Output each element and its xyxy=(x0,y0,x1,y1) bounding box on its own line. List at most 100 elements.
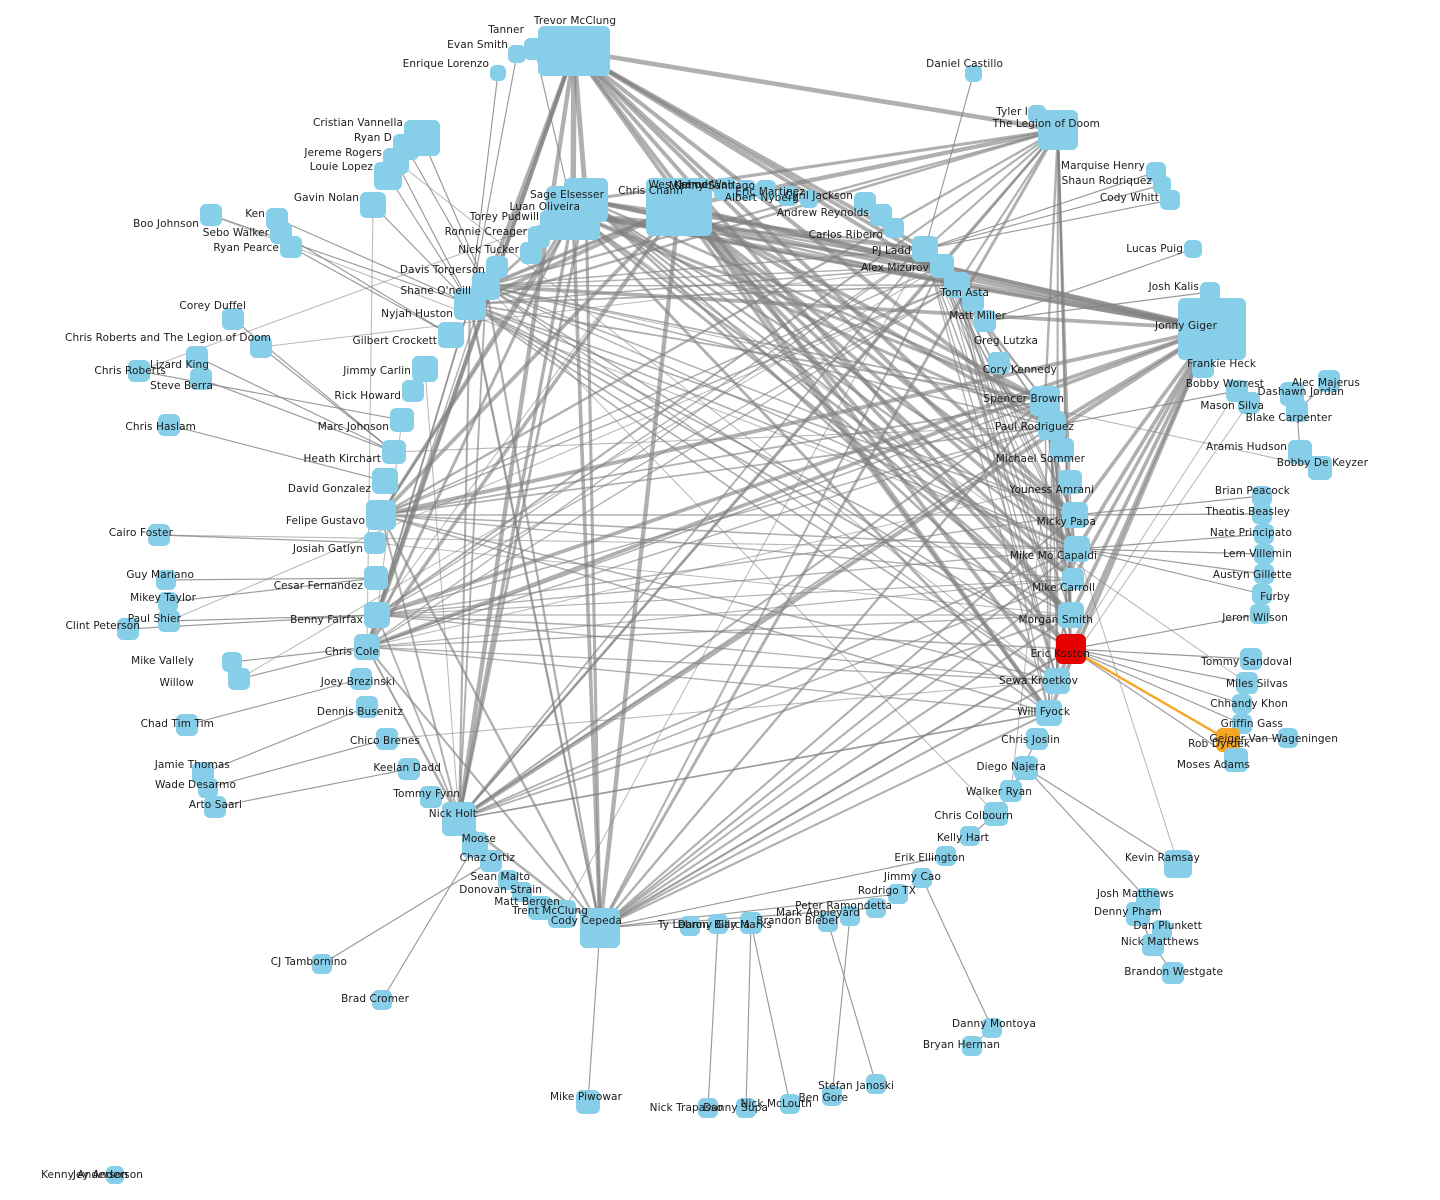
graph-node[interactable] xyxy=(1153,176,1171,194)
graph-node[interactable] xyxy=(1044,668,1070,694)
graph-node[interactable] xyxy=(1184,240,1202,258)
graph-node[interactable] xyxy=(1126,902,1150,926)
graph-node[interactable] xyxy=(364,602,390,628)
graph-node[interactable] xyxy=(420,786,442,808)
graph-node[interactable] xyxy=(1286,400,1308,422)
graph-node[interactable] xyxy=(1278,728,1298,748)
graph-node[interactable] xyxy=(1062,502,1088,528)
graph-node[interactable] xyxy=(1236,672,1258,694)
graph-node[interactable] xyxy=(360,192,386,218)
graph-node[interactable] xyxy=(962,290,984,312)
graph-node[interactable] xyxy=(714,178,736,200)
graph-node[interactable] xyxy=(186,346,208,368)
graph-node[interactable] xyxy=(1038,110,1078,150)
graph-node[interactable] xyxy=(840,906,860,926)
graph-node[interactable] xyxy=(1318,370,1340,392)
graph-node[interactable] xyxy=(508,45,526,63)
graph-node[interactable] xyxy=(438,322,464,348)
graph-node[interactable] xyxy=(1254,524,1274,544)
graph-node[interactable] xyxy=(1200,282,1220,302)
graph-node[interactable] xyxy=(1030,386,1060,416)
graph-node[interactable] xyxy=(1036,700,1062,726)
graph-node[interactable] xyxy=(778,186,798,206)
graph-node[interactable] xyxy=(756,180,776,200)
graph-node[interactable] xyxy=(1252,504,1272,524)
graph-node[interactable] xyxy=(1252,486,1272,506)
graph-node[interactable] xyxy=(1000,780,1022,802)
graph-node[interactable] xyxy=(1162,962,1184,984)
graph-node[interactable] xyxy=(736,1098,756,1118)
graph-node[interactable] xyxy=(250,336,272,358)
graph-node[interactable] xyxy=(538,26,610,76)
graph-node[interactable] xyxy=(108,1168,124,1184)
graph-node[interactable] xyxy=(1224,748,1248,772)
graph-node[interactable] xyxy=(374,162,402,190)
graph-node[interactable] xyxy=(117,618,139,640)
graph-node[interactable] xyxy=(228,668,250,690)
graph-node[interactable] xyxy=(402,380,424,402)
graph-node[interactable] xyxy=(780,1094,800,1114)
graph-node[interactable] xyxy=(190,368,212,390)
graph-node[interactable] xyxy=(1250,604,1270,624)
graph-node[interactable] xyxy=(580,908,620,948)
graph-node[interactable] xyxy=(548,900,576,928)
graph-node[interactable] xyxy=(158,592,178,612)
graph-node[interactable] xyxy=(1240,648,1262,670)
graph-node[interactable] xyxy=(176,714,198,736)
graph-node[interactable] xyxy=(1164,850,1192,878)
graph-node[interactable] xyxy=(354,634,380,660)
graph-node[interactable] xyxy=(822,1086,842,1106)
graph-node[interactable] xyxy=(974,310,996,332)
graph-node[interactable] xyxy=(1254,544,1274,564)
graph-node[interactable] xyxy=(912,868,932,888)
graph-node[interactable] xyxy=(866,1074,886,1094)
graph-node[interactable] xyxy=(480,850,502,872)
graph-node[interactable] xyxy=(576,1090,600,1114)
graph-node[interactable] xyxy=(984,802,1008,826)
graph-node[interactable] xyxy=(965,65,982,82)
graph-node[interactable] xyxy=(888,884,908,904)
graph-node[interactable] xyxy=(818,912,838,932)
graph-node[interactable] xyxy=(962,1036,982,1056)
graph-node[interactable] xyxy=(158,414,180,436)
graph-node[interactable] xyxy=(148,524,170,546)
graph-node[interactable] xyxy=(1254,564,1274,584)
graph-node[interactable] xyxy=(1064,536,1090,562)
graph-node[interactable] xyxy=(1192,356,1214,378)
graph-node[interactable] xyxy=(158,610,180,632)
graph-node[interactable] xyxy=(222,308,244,330)
graph-node[interactable] xyxy=(1050,438,1074,462)
graph-node[interactable] xyxy=(1058,470,1082,494)
graph-node[interactable] xyxy=(736,180,756,200)
graph-node[interactable] xyxy=(1232,694,1252,714)
graph-node[interactable] xyxy=(800,190,818,208)
graph-node[interactable] xyxy=(1058,602,1084,628)
graph-node[interactable] xyxy=(356,696,378,718)
graph-node[interactable] xyxy=(364,532,386,554)
graph-node[interactable] xyxy=(740,912,762,934)
graph-node[interactable] xyxy=(524,38,546,60)
graph-node[interactable] xyxy=(960,826,980,846)
graph-node[interactable] xyxy=(222,652,242,672)
graph-node[interactable] xyxy=(1252,584,1272,604)
graph-node[interactable] xyxy=(372,990,392,1010)
graph-node[interactable] xyxy=(454,288,486,320)
graph-node[interactable] xyxy=(364,566,388,590)
graph-node[interactable] xyxy=(1308,456,1332,480)
graph-node[interactable] xyxy=(540,210,560,230)
graph-node[interactable] xyxy=(390,408,414,432)
graph-node[interactable] xyxy=(988,352,1010,374)
graph-node[interactable] xyxy=(204,796,226,818)
graph-node[interactable] xyxy=(442,802,476,836)
graph-node[interactable] xyxy=(884,218,904,238)
graph-node[interactable] xyxy=(280,236,302,258)
graph-node[interactable] xyxy=(376,728,398,750)
graph-node[interactable] xyxy=(1238,392,1260,414)
graph-node[interactable] xyxy=(1056,634,1086,664)
graph-node[interactable] xyxy=(698,1098,718,1118)
graph-node[interactable] xyxy=(490,65,506,81)
graph-node[interactable] xyxy=(200,204,222,226)
graph-node[interactable] xyxy=(982,1018,1002,1038)
graph-node[interactable] xyxy=(1160,190,1180,210)
graph-node[interactable] xyxy=(350,668,372,690)
